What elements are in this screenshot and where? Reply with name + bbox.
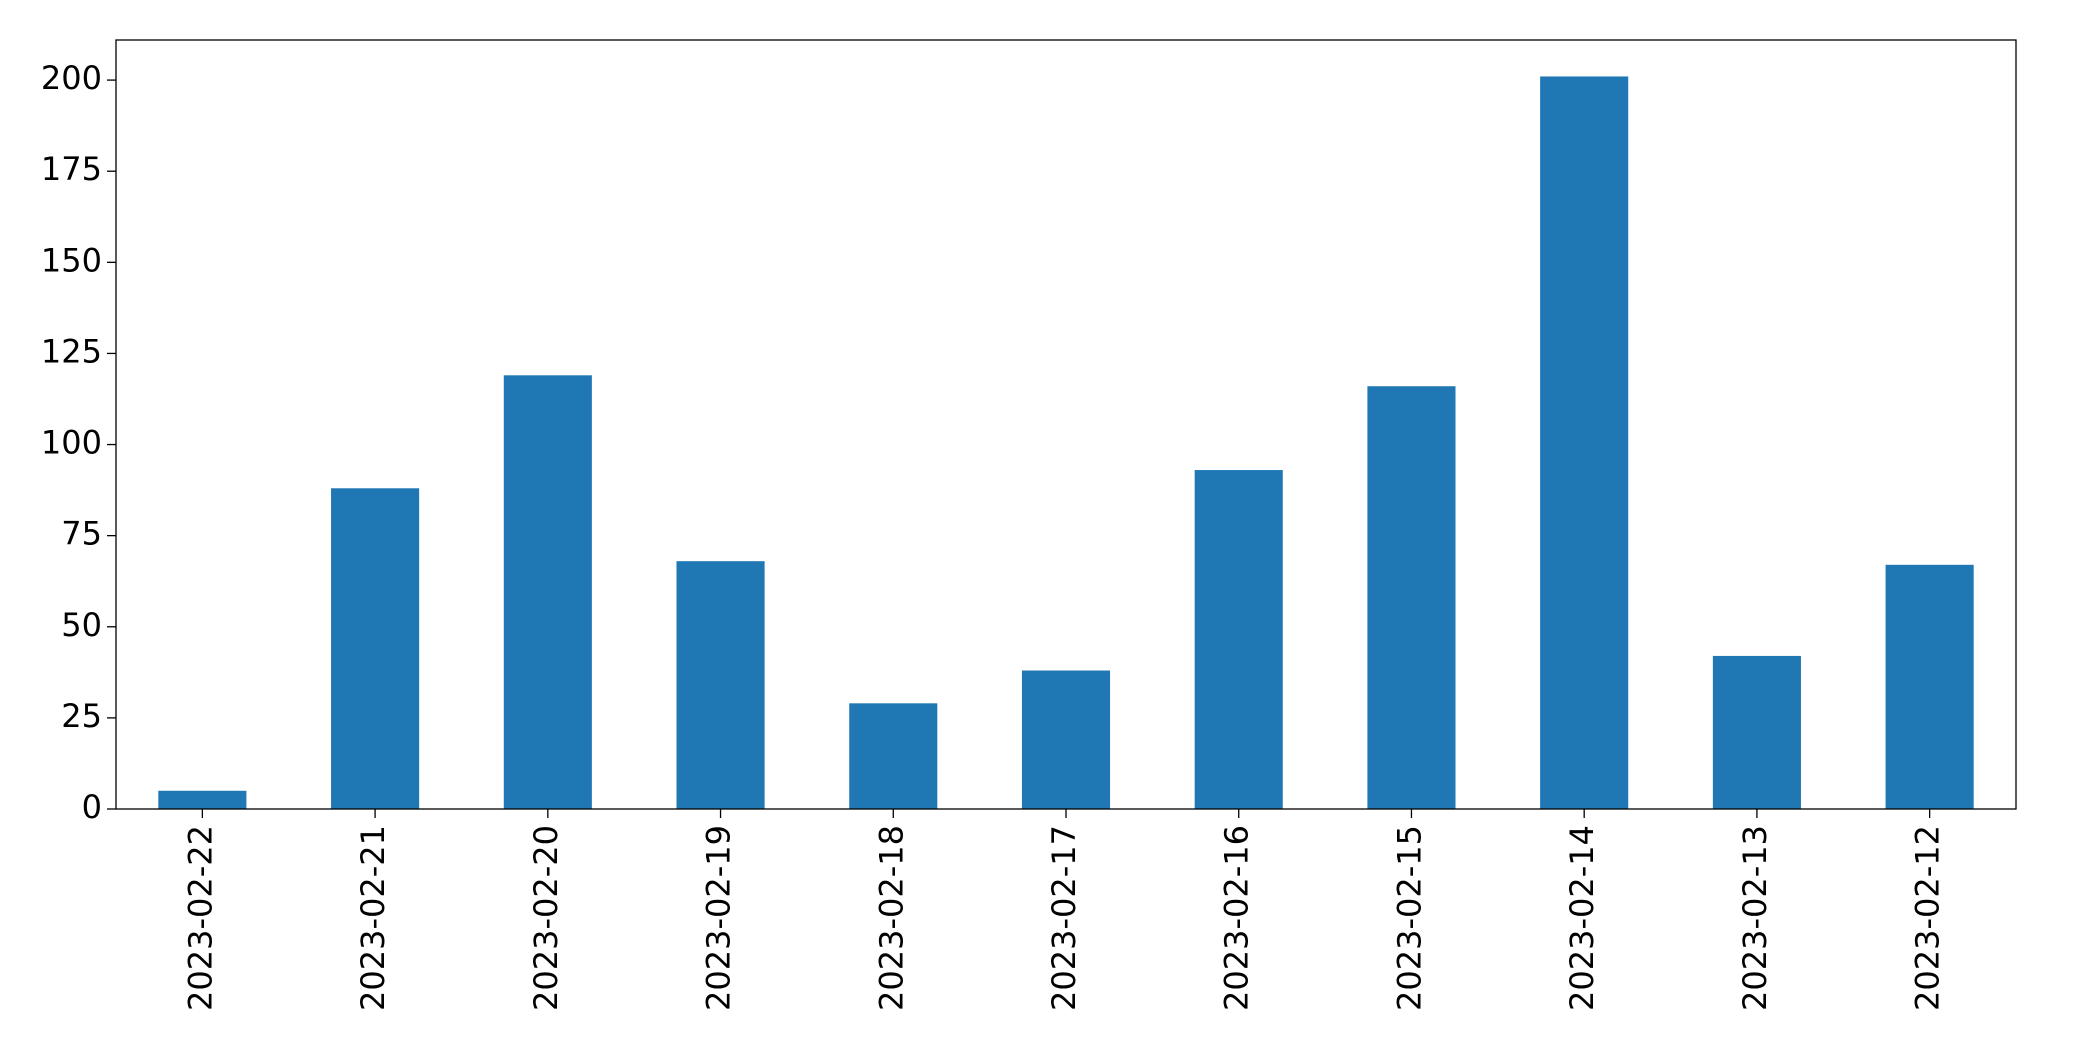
y-tick-label: 100	[41, 424, 102, 462]
x-tick-label: 2023-02-14	[1563, 825, 1601, 1011]
bar	[1194, 470, 1283, 809]
bar	[331, 488, 420, 809]
bar	[1885, 564, 1974, 809]
y-tick-label: 150	[41, 241, 102, 279]
y-tick-label: 0	[82, 788, 102, 826]
x-tick-label: 2023-02-13	[1736, 825, 1774, 1011]
x-tick-label: 2023-02-21	[354, 825, 392, 1011]
bar	[676, 561, 765, 809]
x-tick-label: 2023-02-16	[1218, 825, 1256, 1011]
x-tick-label: 2023-02-12	[1909, 825, 1947, 1011]
y-tick-label: 175	[41, 150, 102, 188]
bar	[1540, 76, 1629, 809]
bar	[1367, 386, 1456, 809]
y-tick-label: 75	[61, 515, 102, 553]
x-tick-label: 2023-02-15	[1390, 825, 1428, 1011]
x-tick-label: 2023-02-18	[872, 825, 910, 1011]
bar	[158, 790, 247, 809]
bar	[849, 703, 938, 809]
x-tick-label: 2023-02-22	[181, 825, 219, 1011]
y-tick-label: 50	[61, 606, 102, 644]
x-tick-label: 2023-02-17	[1045, 825, 1083, 1011]
bar	[1021, 670, 1111, 809]
x-tick-label: 2023-02-19	[700, 825, 738, 1011]
plot-frame	[115, 39, 2017, 810]
y-tick-label: 125	[41, 332, 102, 370]
y-tick-label: 25	[61, 697, 102, 735]
bar	[503, 375, 592, 809]
y-tick-label: 200	[41, 59, 102, 97]
bar	[1712, 655, 1801, 809]
x-tick-label: 2023-02-20	[527, 825, 565, 1011]
